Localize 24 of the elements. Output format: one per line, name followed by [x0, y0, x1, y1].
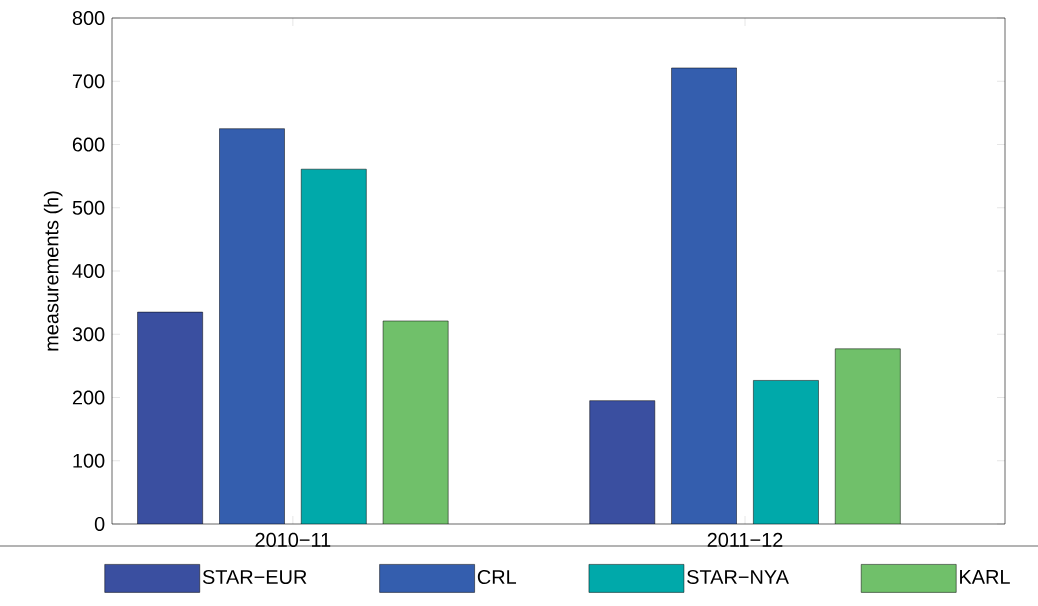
- y-tick-label: 200: [72, 390, 105, 405]
- x-tick-label: 2011−12: [707, 532, 783, 547]
- bar: [589, 400, 656, 524]
- bar: [834, 348, 901, 524]
- y-tick-label: 100: [73, 453, 105, 468]
- legend-label: STAR−EUR: [202, 569, 307, 585]
- y-tick-label: 300: [72, 327, 105, 342]
- bar: [300, 168, 367, 524]
- bar: [137, 311, 203, 524]
- legend-label: KARL: [960, 570, 1010, 584]
- y-tick-label: 800: [72, 10, 105, 26]
- bar: [219, 128, 285, 524]
- bar: [671, 67, 737, 524]
- bar: [753, 380, 819, 524]
- y-axis-title: measurements (h): [43, 191, 63, 351]
- bar: [382, 320, 449, 524]
- y-tick-label: 0: [94, 516, 105, 532]
- legend-label: STAR−NYA: [687, 569, 789, 585]
- x-tick-label: 2010−11: [255, 532, 331, 547]
- y-tick-label: 600: [72, 137, 105, 152]
- legend-label: CRL: [477, 569, 517, 585]
- y-tick-label: 400: [72, 263, 105, 279]
- y-tick-label: 700: [72, 74, 105, 89]
- y-tick-label: 500: [72, 200, 105, 215]
